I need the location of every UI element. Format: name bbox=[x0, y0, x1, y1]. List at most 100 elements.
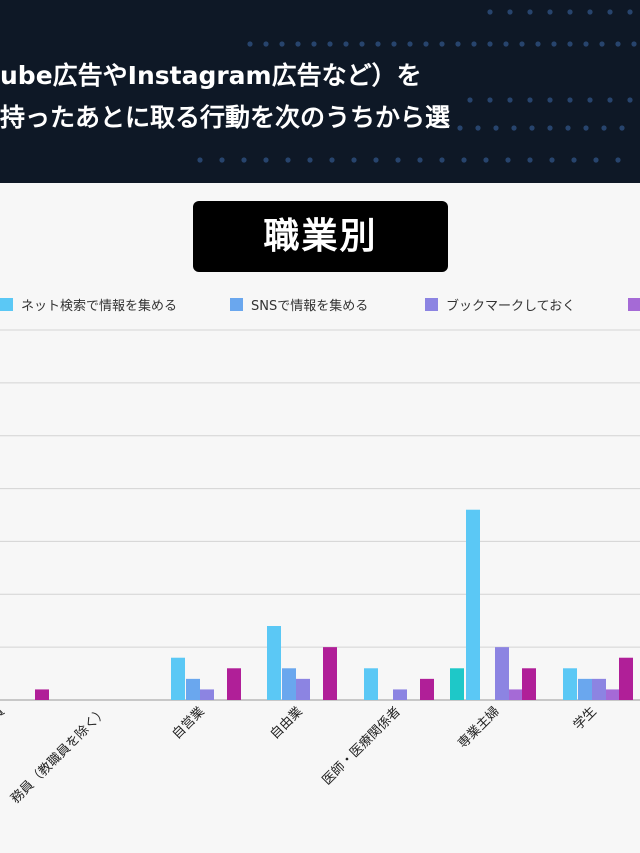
decorative-dot bbox=[407, 41, 413, 47]
decorative-dot bbox=[583, 125, 589, 131]
bar bbox=[227, 668, 241, 700]
decorative-dot bbox=[241, 157, 247, 163]
decorative-dot bbox=[439, 41, 445, 47]
decorative-dot bbox=[423, 41, 429, 47]
bar bbox=[578, 678, 592, 700]
decorative-dot bbox=[615, 157, 621, 163]
decorative-dot bbox=[263, 157, 269, 163]
decorative-dot bbox=[359, 41, 365, 47]
decorative-dot bbox=[551, 41, 557, 47]
category-label: 学生 bbox=[570, 704, 600, 734]
bar bbox=[267, 626, 281, 700]
decorative-dot bbox=[593, 157, 599, 163]
decorative-dot bbox=[487, 97, 493, 103]
bar bbox=[466, 509, 480, 700]
bar bbox=[171, 657, 185, 700]
decorative-dot bbox=[351, 157, 357, 163]
decorative-dot bbox=[247, 41, 253, 47]
decorative-dot bbox=[627, 97, 633, 103]
decorative-dot bbox=[583, 41, 589, 47]
decorative-dot bbox=[307, 157, 313, 163]
bar bbox=[282, 668, 296, 700]
bar bbox=[450, 668, 464, 700]
decorative-dot bbox=[511, 125, 517, 131]
decorative-dot bbox=[263, 41, 269, 47]
legend-swatch bbox=[425, 298, 438, 311]
decorative-dot bbox=[549, 157, 555, 163]
decorative-dot bbox=[475, 125, 481, 131]
bar bbox=[522, 668, 536, 700]
decorative-dot bbox=[487, 41, 493, 47]
decorative-dot bbox=[373, 157, 379, 163]
decorative-dot bbox=[505, 157, 511, 163]
bar bbox=[296, 678, 310, 700]
decorative-dot bbox=[507, 97, 513, 103]
category-label: 員 bbox=[0, 704, 8, 724]
category-label: 医師・医療関係者 bbox=[320, 704, 404, 788]
decorative-dot bbox=[461, 157, 467, 163]
decorative-dot bbox=[471, 41, 477, 47]
decorative-dot bbox=[375, 41, 381, 47]
category-label: 務員（教職員を除く） bbox=[8, 704, 111, 807]
bar bbox=[420, 678, 434, 700]
bar bbox=[563, 668, 577, 700]
decorative-dot bbox=[395, 157, 401, 163]
decorative-dot bbox=[391, 41, 397, 47]
decorative-dot bbox=[547, 97, 553, 103]
decorative-dot bbox=[327, 41, 333, 47]
category-label: 自由業 bbox=[267, 704, 306, 743]
decorative-dot bbox=[527, 9, 533, 15]
decorative-dot bbox=[519, 41, 525, 47]
decorative-dot bbox=[527, 97, 533, 103]
bar bbox=[606, 689, 620, 700]
legend-swatch bbox=[230, 298, 243, 311]
decorative-dot bbox=[329, 157, 335, 163]
decorative-dot bbox=[529, 125, 535, 131]
legend-label: ネット検索で情報を集める bbox=[21, 298, 177, 314]
decorative-dot bbox=[439, 157, 445, 163]
decorative-dot bbox=[571, 157, 577, 163]
category-label: 自営業 bbox=[169, 704, 208, 743]
decorative-dot bbox=[567, 9, 573, 15]
decorative-dot bbox=[467, 97, 473, 103]
category-label: 専業主婦 bbox=[455, 704, 503, 752]
legend-label: SNSで情報を集める bbox=[251, 298, 368, 314]
decorative-dot bbox=[493, 125, 499, 131]
decorative-dot bbox=[507, 9, 513, 15]
decorative-dot bbox=[455, 41, 461, 47]
legend-swatch bbox=[628, 298, 640, 311]
bar bbox=[509, 689, 523, 700]
dot-pattern-decoration bbox=[197, 9, 637, 163]
decorative-dot bbox=[627, 9, 633, 15]
decorative-dot bbox=[279, 41, 285, 47]
legend-swatch bbox=[0, 298, 13, 311]
bar bbox=[495, 647, 509, 700]
decorative-dot bbox=[565, 125, 571, 131]
question-line-1: ube広告やInstagram広告など）を bbox=[0, 61, 422, 90]
decorative-dot bbox=[619, 125, 625, 131]
decorative-dot bbox=[219, 157, 225, 163]
bar bbox=[35, 689, 49, 700]
decorative-dot bbox=[607, 97, 613, 103]
bar bbox=[364, 668, 378, 700]
segment-title-badge: 職業別 bbox=[193, 201, 448, 272]
decorative-dot bbox=[527, 157, 533, 163]
bar bbox=[323, 647, 337, 700]
decorative-dot bbox=[285, 157, 291, 163]
decorative-dot bbox=[503, 41, 509, 47]
decorative-dot bbox=[311, 41, 317, 47]
decorative-dot bbox=[547, 125, 553, 131]
question-line-2: 持ったあとに取る行動を次のうちから選 bbox=[0, 103, 451, 132]
decorative-dot bbox=[535, 41, 541, 47]
decorative-dot bbox=[567, 97, 573, 103]
decorative-dot bbox=[607, 9, 613, 15]
decorative-dot bbox=[487, 9, 493, 15]
decorative-dot bbox=[197, 157, 203, 163]
decorative-dot bbox=[295, 41, 301, 47]
bar bbox=[200, 689, 214, 700]
decorative-dot bbox=[587, 97, 593, 103]
decorative-dot bbox=[601, 125, 607, 131]
decorative-dot bbox=[417, 157, 423, 163]
decorative-dot bbox=[547, 9, 553, 15]
